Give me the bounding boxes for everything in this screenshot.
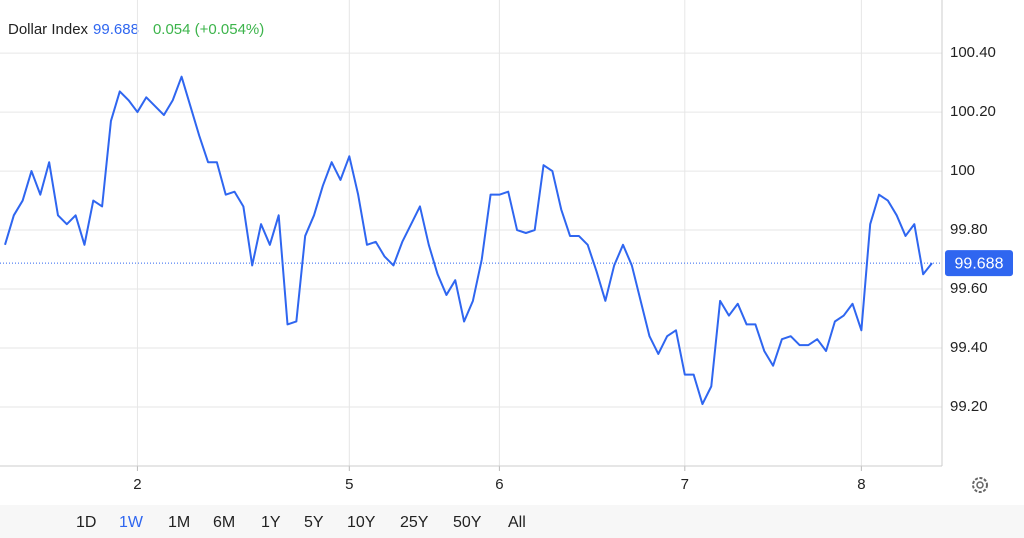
range-bar: 1D 1W 1M 6M 1Y 5Y 10Y 25Y 50Y All [0,505,1024,538]
gear-inner[interactable] [976,481,984,489]
y-tick-label: 99.20 [950,398,988,415]
range-button[interactable]: 1Y [261,514,281,531]
range-button[interactable]: 25Y [400,514,429,531]
change: 0.054 (+0.054%) [153,21,264,38]
price-line [4,75,933,406]
chart: Dollar Index 99.688 0.054 (+0.054%) 100.… [0,0,1013,493]
y-tick-label: 99.80 [950,221,988,238]
x-tick-label: 2 [133,476,141,493]
y-tick-label: 99.40 [950,339,988,356]
range-button[interactable]: 1D [76,514,97,531]
chart-title: Dollar Index [8,21,89,38]
x-tick-label: 5 [345,476,353,493]
x-tick-label: 6 [495,476,503,493]
range-button[interactable]: All [508,514,526,531]
y-tick-label: 100.20 [950,103,996,120]
range-button[interactable]: 10Y [347,514,376,531]
last-value-box [945,250,1013,277]
range-button[interactable]: 5Y [304,514,324,531]
range-button[interactable]: 1W [119,514,143,531]
y-tick-label: 100 [950,162,975,179]
x-tick-label: 8 [857,476,865,493]
gear-outer[interactable] [972,477,988,493]
x-tick-label: 7 [681,476,689,493]
range-button[interactable]: 1M [168,514,191,531]
last-value: 99.688 [93,21,139,38]
range-button[interactable]: 6M [213,514,236,531]
last-value-label: 99.688 [955,255,1004,272]
y-tick-label: 99.60 [950,280,988,297]
settings-icon[interactable] [972,477,988,493]
range-button[interactable]: 50Y [453,514,482,531]
y-tick-label: 100.40 [950,44,996,61]
